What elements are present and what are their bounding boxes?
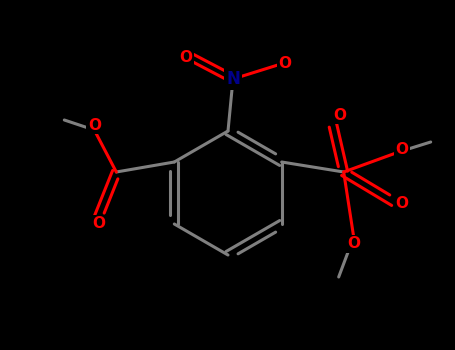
Text: O: O [333,107,346,122]
Text: O: O [347,237,360,252]
Text: O: O [180,49,192,64]
Text: O: O [92,217,105,231]
Text: O: O [278,56,292,71]
Text: O: O [88,118,101,133]
Text: O: O [395,196,408,211]
Text: N: N [226,70,240,88]
Text: O: O [395,142,408,158]
